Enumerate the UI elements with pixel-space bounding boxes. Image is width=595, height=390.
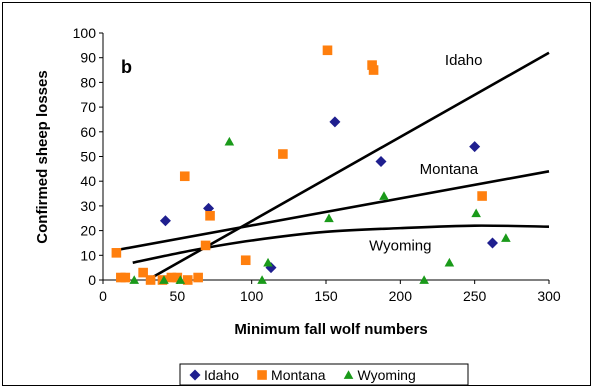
point-montana [477,191,487,201]
label-wyoming: Wyoming [369,237,431,254]
point-montana [166,272,177,283]
y-tick-label: 100 [73,25,97,41]
trendline-wyoming [132,224,550,264]
point-wyoming [444,257,455,267]
point-wyoming [263,257,273,267]
legend-label-idaho: Idaho [204,367,239,383]
y-tick-label: 70 [80,99,96,115]
point-wyoming [159,275,169,284]
point-montana [322,45,333,56]
point-wyoming [379,191,389,200]
point-montana [278,149,288,159]
legend-marker-idaho [189,369,201,381]
point-montana [172,272,183,283]
data-points [111,45,511,285]
point-montana [182,275,193,285]
point-montana [120,272,131,283]
point-montana [205,210,215,221]
label-montana: Montana [420,161,479,178]
legend-marker-montana [257,370,267,380]
y-axis-title: Confirmed sheep losses [34,70,51,243]
y-tick-label: 0 [88,272,96,288]
legend-label-montana: Montana [271,367,326,383]
point-wyoming [501,233,511,242]
legend: Idaho Montana Wyoming [179,363,469,386]
trendline-idaho [146,51,550,282]
point-wyoming [175,275,186,284]
trendline-montana [114,170,550,252]
x-tick-label: 200 [389,288,413,304]
x-tick-label: 50 [170,288,186,304]
point-montana [111,248,122,258]
point-wyoming [419,275,429,284]
point-idaho [487,237,499,249]
y-tick-label: 40 [80,173,96,189]
x-tick-label: 100 [240,288,264,304]
legend-label-wyoming: Wyoming [358,367,416,383]
point-montana [179,171,190,182]
chart-frame [2,2,591,386]
point-montana [200,240,211,251]
point-montana [193,272,203,283]
x-tick-label: 150 [314,288,338,304]
y-tick-label: 90 [80,50,96,66]
y-tick-label: 50 [80,149,96,165]
y-tick-label: 10 [80,247,96,263]
point-montana [138,267,148,278]
point-wyoming [324,213,334,223]
label-idaho: Idaho [445,52,483,69]
panel-label: b [121,57,132,77]
point-wyoming [471,208,481,218]
y-tick-label: 20 [80,223,96,239]
x-tick-label: 0 [99,288,107,304]
point-idaho [469,141,481,153]
y-tick-label: 80 [80,74,96,90]
legend-marker-wyoming [343,370,354,379]
point-montana [145,275,156,285]
point-idaho [329,116,341,128]
y-tick-label: 30 [80,198,96,214]
x-tick-label: 250 [463,288,487,304]
legend-box [179,363,469,386]
point-montana [367,60,377,70]
y-tick-label: 60 [80,124,96,140]
point-montana [368,65,379,75]
axes: 0 10 20 30 40 50 60 70 80 90 100 0 50 100 150 200 250 300 [73,25,561,304]
x-axis-title: Minimum fall wolf numbers [234,321,427,338]
annotations: Idaho Montana Wyoming [369,52,482,254]
point-idaho [159,215,171,227]
trendlines [114,51,550,282]
point-montana [240,255,251,266]
point-wyoming [224,136,235,146]
x-tick-label: 300 [537,288,561,304]
point-wyoming [129,275,140,284]
point-idaho [375,155,387,167]
point-wyoming [257,275,267,284]
